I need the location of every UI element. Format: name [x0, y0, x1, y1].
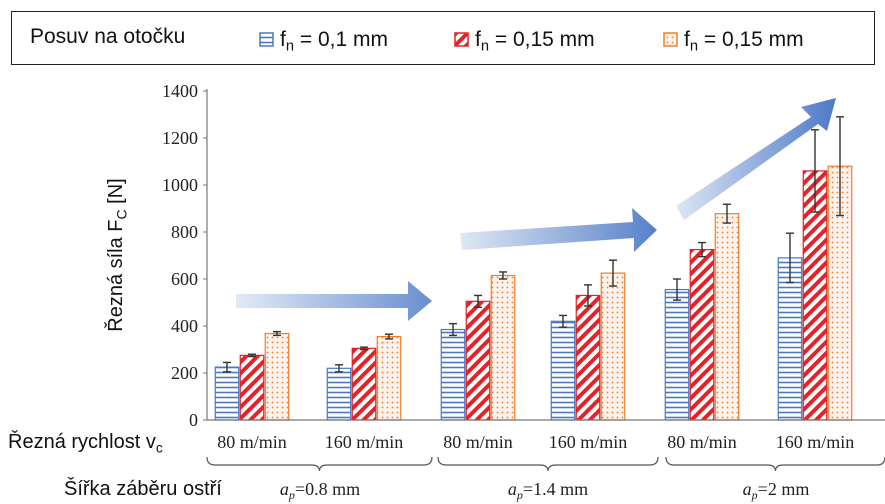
- x-tick-label: 80 m/min: [667, 432, 737, 452]
- group-label: ap=2 mm: [743, 479, 810, 502]
- legend-title: Posuv na otočku: [30, 25, 186, 48]
- bar: [689, 249, 715, 421]
- x-tick-label: 160 m/min: [776, 432, 855, 452]
- y-tick-label: 800: [171, 222, 198, 242]
- y-tick-label: 600: [171, 269, 198, 289]
- legend-swatch: [663, 32, 678, 47]
- legend-swatch: [454, 32, 469, 47]
- bar: [351, 347, 377, 421]
- x-tick-label: 160 m/min: [549, 432, 628, 452]
- bar: [239, 354, 265, 421]
- bar: [214, 366, 240, 421]
- trend-arrow-1: [236, 281, 432, 321]
- y-tick-label: 400: [171, 316, 198, 336]
- legend: Posuv na otočku: [11, 11, 875, 65]
- x-tick-label: 160 m/min: [325, 432, 404, 452]
- group-label: ap=1.4 mm: [508, 479, 588, 502]
- legend-entry-label: fn = 0,15 mm: [684, 28, 804, 55]
- bar: [376, 335, 402, 421]
- group-label: ap=0.8 mm: [280, 479, 360, 502]
- x-row-label-speed: Řezná rychlost vc: [8, 430, 163, 455]
- bars: [214, 116, 853, 421]
- y-tick-label: 1000: [162, 175, 198, 195]
- bar: [664, 288, 690, 421]
- x-tick-label: 80 m/min: [443, 432, 513, 452]
- y-tick-label: 200: [171, 363, 198, 383]
- bar: [465, 300, 491, 421]
- legend-entry-label: fn = 0,1 mm: [280, 28, 388, 55]
- bar: [550, 320, 576, 421]
- y-axis-label: Řezná síla FC [N]: [104, 178, 129, 332]
- y-tick-label: 1200: [162, 128, 198, 148]
- bar: [264, 332, 290, 421]
- bar: [440, 328, 466, 421]
- trend-arrow-3: [676, 98, 836, 220]
- bar: [600, 272, 626, 421]
- trend-arrow-2: [460, 208, 657, 252]
- bar: [490, 274, 516, 421]
- bar: [326, 367, 352, 421]
- bar: [714, 213, 740, 421]
- y-tick-label: 1400: [162, 81, 198, 101]
- bar: [575, 294, 601, 421]
- axes: 0 200 400 600 800 1000 1200 1400 Řezná síla FC […: [8, 81, 885, 502]
- x-tick-label: 80 m/min: [217, 432, 287, 452]
- group-brace: [437, 456, 659, 472]
- y-tick-label: 0: [189, 410, 198, 430]
- group-brace: [206, 456, 433, 472]
- trend-arrows: [236, 98, 836, 321]
- legend-entries: fn = 0,1 mm fn = 0,15 mm fn = 0,15 mm: [259, 28, 804, 55]
- x-row-label-width: Šířka záběru ostří: [64, 477, 222, 500]
- legend-swatch: [259, 32, 274, 47]
- group-brace: [665, 456, 885, 472]
- legend-entry-label: fn = 0,15 mm: [475, 28, 595, 55]
